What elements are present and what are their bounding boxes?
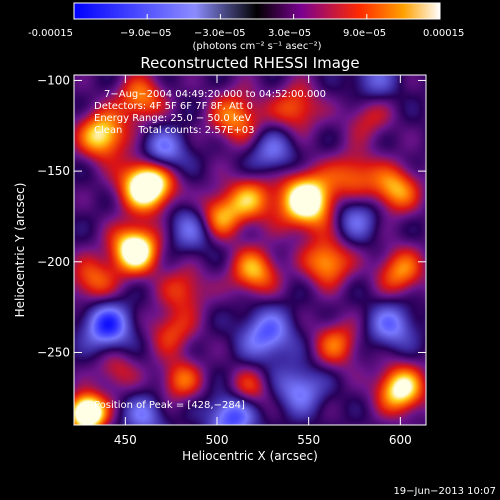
colorbar-gradient: [73, 2, 441, 20]
annotation-block: 7−Aug−2004 04:49:20.000 to 04:52:00.000 …: [94, 89, 326, 136]
x-axis: 450 500 550 600: [114, 75, 412, 447]
x-tick-label: 450: [114, 433, 137, 447]
colorbar-ticks: [73, 14, 441, 19]
annotation-counts: Clean Total counts: 2.57E+03: [94, 125, 254, 136]
x-tick-label: 500: [206, 433, 229, 447]
colorbar-unit: (photons cm⁻² s⁻¹ asec⁻²): [192, 41, 321, 52]
plot-frame: [73, 74, 427, 426]
colorbar-tick-label: -0.00015: [28, 28, 73, 39]
y-tick-label: −100: [37, 73, 70, 87]
chart-title: Reconstructed RHESSI Image: [140, 54, 359, 72]
colorbar-tick-label: 9.0e−05: [343, 28, 386, 39]
annotation-energy: Energy Range: 25.0 − 50.0 keV: [94, 113, 251, 124]
colorbar-tick-label: 3.0e−05: [268, 28, 311, 39]
y-axis-label: Heliocentric Y (arcsec): [13, 183, 27, 318]
annotation-detectors: Detectors: 4F 5F 6F 7F 8F, Att 0: [94, 101, 253, 112]
footer-date: 19−Jun−2013 10:07: [393, 486, 496, 497]
colorbar-tick-label: −9.0e−05: [120, 28, 172, 39]
x-tick-label: 600: [389, 433, 412, 447]
annotation-time: 7−Aug−2004 04:49:20.000 to 04:52:00.000: [104, 89, 326, 100]
colorbar: -0.00015 −9.0e−05 −3.0e−05 3.0e−05 9.0e−…: [28, 2, 464, 52]
y-tick-label: −150: [37, 164, 70, 178]
heatmap-image: [74, 75, 426, 425]
x-tick-label: 550: [297, 433, 320, 447]
colorbar-tick-label: −3.0e−05: [194, 28, 246, 39]
colorbar-tick-label: 0.00015: [423, 28, 464, 39]
y-tick-label: −200: [37, 255, 70, 269]
y-axis: −100 −150 −200 −250: [37, 73, 426, 359]
y-tick-label: −250: [37, 345, 70, 359]
peak-position-label: Position of Peak = [428,−284]: [94, 400, 245, 411]
x-axis-label: Heliocentric X (arcsec): [182, 449, 318, 463]
